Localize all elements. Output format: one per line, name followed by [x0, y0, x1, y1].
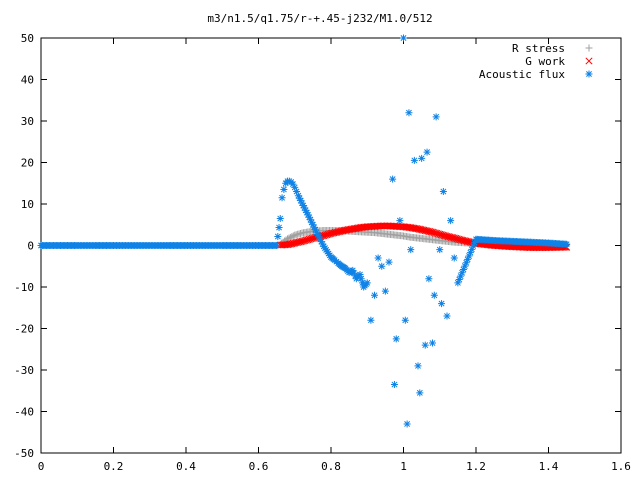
legend-marker-glyph — [585, 70, 593, 78]
data-point — [275, 223, 284, 232]
data-point — [417, 154, 426, 163]
y-tick-label: 30 — [21, 115, 34, 128]
data-point — [410, 156, 419, 165]
data-point — [272, 241, 281, 250]
data-point — [363, 278, 372, 287]
legend-label: G work — [525, 55, 565, 68]
data-point — [279, 185, 288, 194]
data-point — [446, 216, 455, 225]
x-tick-label: 1.2 — [466, 460, 486, 473]
legend-marker-glyph — [585, 57, 593, 65]
data-point — [388, 175, 397, 184]
data-point — [370, 291, 379, 300]
data-point — [385, 258, 393, 267]
y-tick-label: 10 — [21, 198, 34, 211]
x-tick-label: 1 — [400, 460, 407, 473]
data-point — [437, 299, 446, 308]
data-point — [415, 388, 424, 397]
data-point — [401, 316, 410, 325]
legend-marker — [585, 44, 593, 52]
data-point — [390, 380, 399, 389]
data-point — [403, 419, 412, 428]
data-point — [428, 339, 437, 348]
legend-marker — [585, 70, 593, 78]
data-point — [421, 341, 430, 350]
data-point — [374, 253, 383, 262]
data-point — [278, 193, 287, 202]
chart-title: m3/n1.5/q1.75/r-+.45-j232/M1.0/512 — [207, 12, 432, 25]
data-point — [406, 245, 415, 254]
x-tick-label: 0.4 — [176, 460, 196, 473]
data-point — [562, 240, 571, 249]
x-tick-label: 0.6 — [249, 460, 269, 473]
y-tick-label: -40 — [14, 406, 34, 419]
x-tick-label: 0.2 — [104, 460, 124, 473]
data-point — [377, 262, 386, 271]
data-point — [366, 316, 375, 325]
data-point — [381, 287, 390, 296]
data-point — [276, 214, 285, 223]
legend-label: R stress — [512, 42, 565, 55]
data-point — [273, 232, 282, 241]
data-point — [392, 334, 401, 343]
data-point — [414, 361, 422, 370]
y-tick-label: -20 — [14, 323, 34, 336]
data-point — [395, 216, 404, 225]
y-tick-label: -10 — [14, 281, 34, 294]
y-tick-label: -50 — [14, 447, 34, 460]
data-point — [424, 274, 433, 283]
x-tick-label: 1.6 — [611, 460, 631, 473]
data-point — [435, 245, 444, 254]
y-tick-label: 20 — [21, 157, 34, 170]
legend-marker — [585, 57, 593, 65]
data-point — [423, 148, 432, 157]
y-tick-label: 50 — [21, 32, 34, 45]
axes: 0 0.2 0.4 0.6 0.8 1 1.2 1.4 1.6 -50 -40 -30 -20 -10 0 1… — [14, 32, 631, 473]
y-tick-label: 0 — [27, 240, 34, 253]
legend-label: Acoustic flux — [479, 68, 565, 81]
data-point — [430, 291, 439, 300]
data-point — [439, 187, 448, 196]
x-tick-label: 0 — [38, 460, 45, 473]
data-point — [450, 253, 459, 262]
y-tick-label: -30 — [14, 364, 34, 377]
data-point — [443, 312, 451, 321]
y-tick-label: 40 — [21, 74, 34, 87]
data-point — [432, 112, 441, 121]
legend-marker-glyph — [585, 44, 593, 52]
x-tick-label: 0.8 — [321, 460, 341, 473]
data-point — [399, 34, 408, 42]
x-tick-label: 1.4 — [539, 460, 559, 473]
data-point — [404, 108, 413, 117]
series-layer — [37, 34, 571, 428]
